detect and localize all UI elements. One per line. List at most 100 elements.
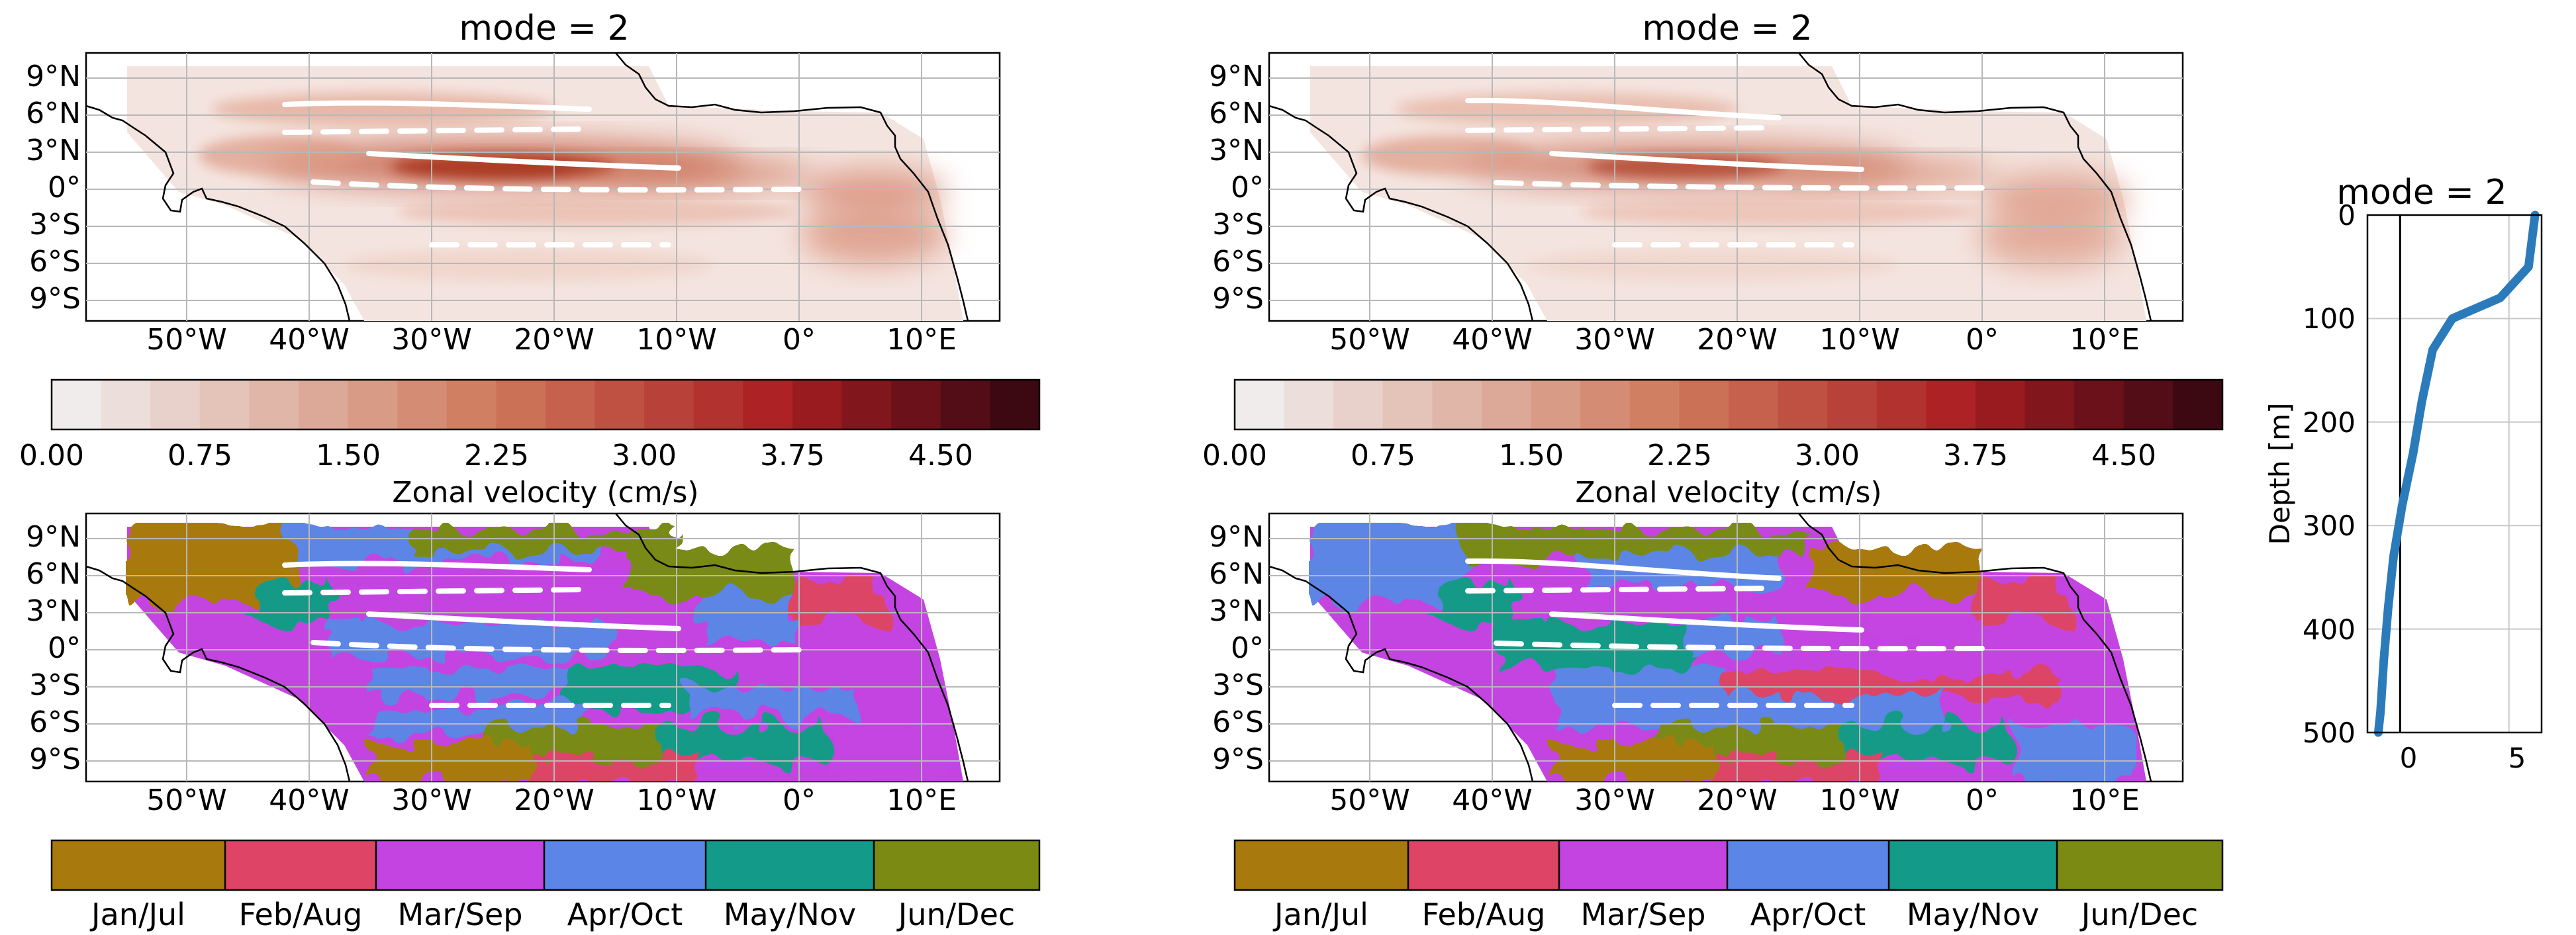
colorbar-cell [595, 380, 645, 429]
y-tick-label: 300 [2303, 510, 2356, 542]
phase-swatch-may-nov [1889, 840, 2057, 890]
colorbar-cell [1235, 380, 1285, 429]
coastline [85, 52, 969, 322]
lat-tick-label: 6°S [1212, 705, 1264, 739]
lat-tick-label: 3°N [26, 134, 81, 167]
profile-y-axis-label: Depth [m] [2264, 403, 2296, 545]
colorbar-cell [101, 380, 151, 429]
colorbar-tick-label: 2.25 [1647, 439, 1712, 472]
colorbar-tick-label: 4.50 [908, 439, 973, 472]
phase-swatch-feb-aug [1408, 840, 1559, 890]
colorbar-cell [397, 380, 448, 429]
colorbar-cell [1778, 380, 1828, 429]
colorbar-cell [693, 380, 743, 429]
colorbar-cell [2074, 380, 2124, 429]
coastline [1268, 52, 2152, 322]
lat-tick-label: 6°N [26, 97, 81, 130]
y-tick-label: 200 [2303, 406, 2356, 439]
colorbar-cell [743, 380, 793, 429]
phase-swatch-apr-oct [1727, 840, 1889, 890]
lat-tick-label: 9°N [1209, 520, 1264, 554]
left-phase-colorbar: Jan/Jul Feb/Aug Mar/Sep Apr/Oct May/Nov … [50, 839, 1041, 932]
lon-tick-label: 40°W [269, 323, 350, 357]
lon-tick-label: 30°W [391, 783, 472, 817]
phase-label: Jan/Jul [89, 897, 185, 932]
coastline [1268, 513, 2152, 782]
lat-tick-label: 0° [1231, 171, 1264, 204]
phase-swatch-mar-sep [1559, 840, 1727, 890]
lat-tick-label: 9°N [1209, 60, 1264, 93]
lat-tick-labels: 9°N 6°N 3°N 0° 3°S 6°S 9°S [26, 520, 81, 776]
current-tracks [282, 560, 804, 708]
colorbar-tick-label: 3.75 [1943, 439, 2008, 472]
lat-tick-label: 9°S [29, 742, 81, 776]
colorbar-cell [1926, 380, 1976, 429]
lat-tick-label: 0° [48, 631, 81, 665]
phase-swatch-feb-aug [225, 840, 376, 890]
colorbar-tick-labels: 0.00 0.75 1.50 2.25 3.00 3.75 4.50 [1202, 439, 2156, 472]
lon-tick-label: 10°E [2070, 783, 2140, 817]
lat-tick-label: 3°N [1209, 594, 1264, 628]
phase-swatch-jan-jul [52, 840, 225, 890]
left-phase-map: 9°N 6°N 3°N 0° 3°S 6°S 9°S 50°W 40°W 30°… [26, 512, 1001, 817]
lon-tick-labels: 50°W 40°W 30°W 20°W 10°W 0° 10°E [1329, 783, 2140, 817]
right-phase-colorbar: Jan/Jul Feb/Aug Mar/Sep Apr/Oct May/Nov … [1233, 839, 2224, 932]
lat-tick-label: 6°N [1209, 97, 1264, 130]
colorbar-cell [1729, 380, 1779, 429]
phase-label: May/Nov [724, 897, 856, 932]
phase-label: Apr/Oct [567, 897, 683, 932]
colorbar-cell [546, 380, 596, 429]
lon-tick-label: 10°W [636, 323, 717, 357]
colorbar-cell [2025, 380, 2075, 429]
lon-tick-label: 0° [1966, 323, 1999, 357]
colorbar-cell [299, 380, 349, 429]
colorbar-label: Zonal velocity (cm/s) [392, 476, 698, 510]
lon-tick-label: 10°W [636, 783, 717, 817]
lat-tick-label: 0° [48, 171, 81, 204]
colorbar-cell [792, 380, 843, 429]
lon-tick-label: 10°E [2070, 323, 2140, 357]
phase-label: Mar/Sep [1581, 897, 1706, 932]
mode-profile-line [2373, 210, 2540, 737]
lon-tick-label: 40°W [1452, 783, 1533, 817]
y-tick-label: 100 [2303, 302, 2356, 335]
colorbar-cell [1284, 380, 1334, 429]
colorbar-cell [1629, 380, 1680, 429]
phase-swatch-may-nov [706, 840, 874, 890]
lat-tick-label: 3°S [1212, 668, 1264, 702]
colorbar-cell [199, 380, 250, 429]
colorbar-tick-label: 1.50 [1499, 439, 1564, 472]
colorbar-cell [1876, 380, 1927, 429]
colorbar-cell [1482, 380, 1532, 429]
phase-label: Feb/Aug [1422, 897, 1546, 932]
left-amplitude-title: mode = 2 [459, 9, 629, 48]
lat-tick-label: 6°S [29, 245, 81, 279]
lat-tick-labels: 9°N 6°N 3°N 0° 3°S 6°S 9°S [1209, 60, 1264, 316]
lon-tick-label: 40°W [1452, 323, 1533, 357]
lat-tick-label: 6°S [29, 705, 81, 739]
colorbar-tick-label: 4.50 [2091, 439, 2156, 472]
y-tick-label: 400 [2303, 613, 2356, 646]
colorbar-tick-label: 0.00 [1202, 439, 1267, 472]
amplitude-field [1310, 66, 2146, 321]
y-tick-label: 500 [2303, 717, 2356, 749]
colorbar-cell [1432, 380, 1482, 429]
lat-tick-label: 9°N [26, 60, 81, 93]
lon-tick-labels: 50°W 40°W 30°W 20°W 10°W 0° 10°E [146, 783, 957, 817]
phase-label: Apr/Oct [1750, 897, 1866, 932]
colorbar-cell [2173, 380, 2223, 429]
lat-tick-label: 3°N [26, 594, 81, 628]
lat-tick-labels: 9°N 6°N 3°N 0° 3°S 6°S 9°S [1209, 520, 1264, 776]
profile-y-tick-labels: 0 100 200 300 400 500 [2303, 199, 2356, 749]
phase-label: May/Nov [1907, 897, 2039, 932]
phase-swatch-apr-oct [544, 840, 706, 890]
colorbar-tick-label: 2.25 [464, 439, 529, 472]
colorbar-cell [446, 380, 497, 429]
current-tracks [1465, 97, 1987, 247]
lat-tick-label: 6°N [26, 557, 81, 591]
left-amplitude-map: mode = 2 [26, 9, 1001, 357]
phase-label: Jan/Jul [1272, 897, 1368, 932]
colorbar-cell [1580, 380, 1631, 429]
lat-tick-label: 6°N [1209, 557, 1264, 591]
